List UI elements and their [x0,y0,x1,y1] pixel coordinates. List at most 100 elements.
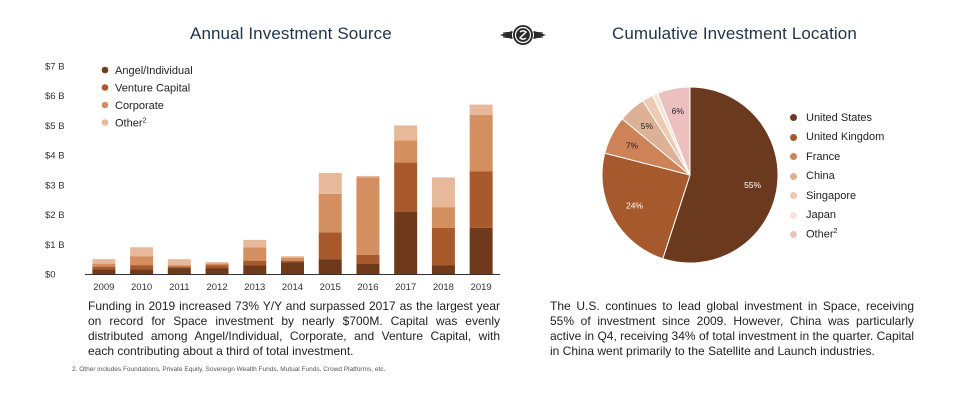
pie-slice [662,86,779,264]
bar-segment [205,268,229,274]
pie-legend-marker [790,192,797,200]
bar-segment [130,247,154,257]
y-tick-label: $4 B [45,151,65,162]
bar-segment [281,262,304,274]
bar-segment [130,269,154,274]
bar-chart-title: Annual Investment Source [190,24,392,43]
legend-marker [101,84,109,91]
pie-value-label: 6% [672,106,685,116]
pie-legend-label: Japan [806,209,836,222]
bar-segment [281,260,304,263]
pie-chart-description: The U.S. continues to lead global invest… [550,299,914,358]
pie-legend-label: China [806,170,835,183]
x-tick-label: 2012 [206,282,227,293]
pie-slice [601,152,691,260]
bar-segment [431,227,455,266]
bar-segment [92,263,116,267]
y-tick-label: $7 B [45,62,65,73]
bar-segment [469,115,493,172]
bar-segment [318,232,342,260]
bar-segment [92,259,116,264]
bar-segment [356,263,380,274]
bar-segment [318,172,342,194]
bar-segment [394,211,418,274]
bar-segment [92,269,116,274]
pie-legend-label: United States [806,111,873,124]
pie-legend-item: France [790,147,884,167]
pie-chart-title: Cumulative Investment Location [612,24,857,43]
bar-segment [92,266,116,270]
pie-legend-marker [790,153,797,161]
bar-segment [205,262,229,264]
y-tick-label: $6 B [45,91,65,102]
bar-segment [243,239,267,248]
bar-segment [130,265,154,270]
pie-slice [656,86,691,176]
bar-segment [167,259,191,266]
pie-legend-marker [790,231,797,239]
pie-legend-label: Singapore [806,189,857,202]
bar-segment [243,247,267,261]
pie-legend: United States United Kingdom France China Si… [790,108,884,245]
bar-segment [356,177,380,255]
y-tick-label: $0 [45,270,56,281]
pie-value-label: 24% [626,201,643,211]
bar-segment [281,257,304,261]
x-tick-label: 2014 [282,282,303,293]
bar-segment [318,259,342,274]
bar-segment [394,125,418,141]
x-tick-label: 2010 [131,282,152,293]
legend-marker [101,66,109,74]
y-tick-label: $3 B [45,180,65,191]
bar-segment [431,177,455,208]
bar-segment [318,193,342,233]
bar-segment [431,207,455,228]
bar-segment [167,265,191,267]
bar-segment [205,265,229,269]
bar-chart-description: Funding in 2019 increased 73% Y/Y and su… [88,299,500,358]
bar-segment [205,263,229,266]
bar-segment [130,256,154,266]
x-tick-label: 2019 [471,282,492,293]
bar-segment [469,227,493,274]
y-tick-label: $5 B [45,121,65,132]
bar-segment [167,266,191,269]
pie-legend-marker [790,114,797,122]
bar-segment [469,104,493,116]
y-tick-label: $2 B [45,210,65,221]
x-tick-label: 2011 [169,282,189,293]
y-tick-label: $1 B [45,240,65,251]
bar-segment [356,254,380,264]
legend-label: Angel/Individual [115,65,193,77]
x-tick-label: 2017 [395,282,416,293]
bar-segment [281,256,304,258]
bar-segment [243,260,267,266]
pie-legend-marker [790,211,797,219]
pie-legend-marker [790,172,797,180]
pie-value-label: 7% [626,140,639,150]
pie-legend-item: Other2 [790,225,884,245]
footnote: 2. Other includes Foundations, Private E… [72,366,386,373]
pie-chart: 55% 24% 7%5% 6% [601,86,779,264]
x-tick-label: 2016 [357,282,378,293]
pie-legend-item: United Kingdom [790,128,884,148]
pie-legend-item: United States [790,108,884,128]
x-tick-label: 2018 [433,282,454,293]
bar-segment [394,140,418,163]
x-tick-label: 2009 [93,282,114,293]
legend-label: Other2 [115,118,147,130]
x-tick-label: 2015 [320,282,341,293]
pie-legend-label: United Kingdom [806,131,885,144]
pie-legend-marker [790,133,797,141]
bar-segment [356,175,380,178]
pie-legend-item: Japan [790,206,884,226]
company-logo [500,25,546,45]
pie-legend-label: Other2 [806,228,838,242]
bar-segment [394,162,418,212]
bar-segment [431,265,455,274]
pie-legend-item: China [790,167,884,187]
legend-label: Corporate [115,100,164,112]
bar-segment [469,171,493,228]
bar-segment [243,265,267,274]
pie-legend-item: Singapore [790,186,884,206]
